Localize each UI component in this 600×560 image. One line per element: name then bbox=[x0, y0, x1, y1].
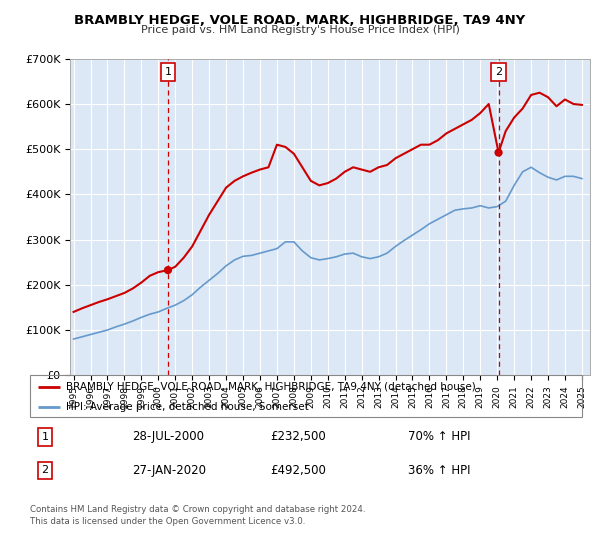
Text: 28-JUL-2000: 28-JUL-2000 bbox=[132, 430, 204, 444]
Text: 27-JAN-2020: 27-JAN-2020 bbox=[132, 464, 206, 477]
Point bbox=[494, 148, 503, 157]
Text: 2: 2 bbox=[495, 67, 502, 77]
Text: 70% ↑ HPI: 70% ↑ HPI bbox=[408, 430, 470, 444]
Text: 1: 1 bbox=[164, 67, 172, 77]
Text: Price paid vs. HM Land Registry's House Price Index (HPI): Price paid vs. HM Land Registry's House … bbox=[140, 25, 460, 35]
Text: BRAMBLY HEDGE, VOLE ROAD, MARK, HIGHBRIDGE, TA9 4NY: BRAMBLY HEDGE, VOLE ROAD, MARK, HIGHBRID… bbox=[74, 14, 526, 27]
Text: £492,500: £492,500 bbox=[270, 464, 326, 477]
Text: HPI: Average price, detached house, Somerset: HPI: Average price, detached house, Some… bbox=[66, 402, 308, 412]
Text: Contains HM Land Registry data © Crown copyright and database right 2024.
This d: Contains HM Land Registry data © Crown c… bbox=[30, 505, 365, 526]
Text: BRAMBLY HEDGE, VOLE ROAD, MARK, HIGHBRIDGE, TA9 4NY (detached house): BRAMBLY HEDGE, VOLE ROAD, MARK, HIGHBRID… bbox=[66, 382, 476, 392]
Text: 2: 2 bbox=[41, 465, 49, 475]
Text: 36% ↑ HPI: 36% ↑ HPI bbox=[408, 464, 470, 477]
Text: £232,500: £232,500 bbox=[270, 430, 326, 444]
Point bbox=[163, 265, 173, 274]
Text: 1: 1 bbox=[41, 432, 49, 442]
